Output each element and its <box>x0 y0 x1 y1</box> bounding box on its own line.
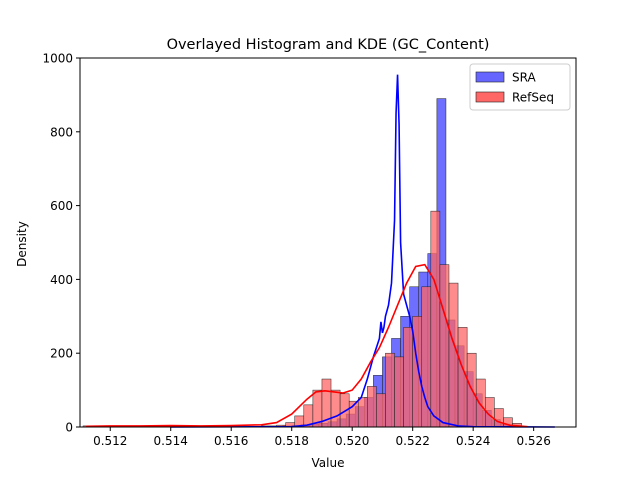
x-tick-label: 0.522 <box>396 434 430 448</box>
y-tick-label: 0 <box>65 421 73 435</box>
histogram-bar <box>448 282 459 428</box>
axes: 0.512 0.514 0.516 0.518 0.520 0.522 0.524 0.526… <box>42 52 577 448</box>
legend-swatch <box>475 91 505 103</box>
kde-line-sra <box>170 74 555 428</box>
legend-label: RefSeq <box>512 91 554 105</box>
y-axis-label: Density <box>15 221 29 267</box>
chart-title: Overlayed Histogram and KDE (GC_Content) <box>167 37 490 53</box>
legend-label: SRA <box>512 71 536 85</box>
histogram-bar <box>403 327 413 428</box>
histogram-bar <box>412 316 422 428</box>
histogram-bar <box>357 397 368 428</box>
histogram-bar <box>421 286 432 428</box>
histogram-bar <box>394 356 404 428</box>
legend: SRA RefSeq <box>469 63 571 111</box>
histogram-bar <box>430 210 441 428</box>
x-tick-label: 0.514 <box>154 434 188 448</box>
x-axis-label: Value <box>312 456 345 470</box>
y-tick-label: 600 <box>50 199 73 213</box>
x-tick-label: 0.518 <box>275 434 309 448</box>
legend-swatch <box>475 71 505 83</box>
histogram-bar <box>475 378 486 428</box>
plot-frame <box>79 57 577 428</box>
y-tick-label: 1000 <box>42 52 73 66</box>
histogram-bar <box>439 264 450 428</box>
x-tick-label: 0.516 <box>214 434 248 448</box>
histogram-bar <box>494 408 504 428</box>
y-tick-label: 800 <box>50 125 73 139</box>
x-tick-label: 0.520 <box>335 434 369 448</box>
y-tick-label: 400 <box>50 273 73 287</box>
x-tick-label: 0.512 <box>93 434 127 448</box>
kde-line-refseq <box>86 263 528 428</box>
histogram-bar <box>385 352 395 428</box>
x-tick-label: 0.524 <box>456 434 490 448</box>
histogram-bar <box>376 393 386 428</box>
histogram-bar <box>330 389 341 428</box>
y-tick-label: 200 <box>50 347 73 361</box>
histogram-bar <box>367 386 377 428</box>
x-tick-label: 0.526 <box>516 434 550 448</box>
